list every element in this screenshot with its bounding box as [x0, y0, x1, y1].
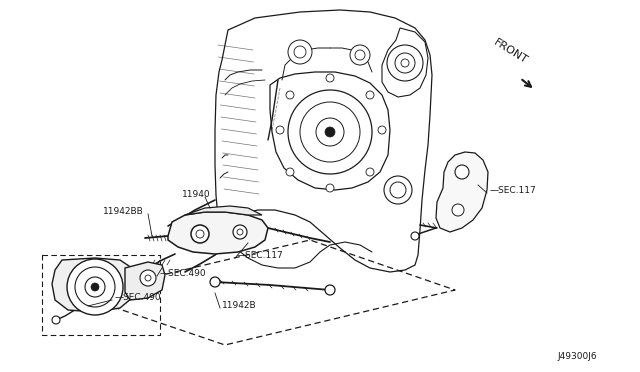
Circle shape — [355, 50, 365, 60]
Text: 11942B: 11942B — [222, 301, 257, 310]
Circle shape — [384, 176, 412, 204]
Circle shape — [191, 225, 209, 243]
Circle shape — [237, 229, 243, 235]
Polygon shape — [215, 10, 432, 272]
Circle shape — [67, 259, 123, 315]
Text: J49300J6: J49300J6 — [557, 352, 596, 361]
Text: FRONT: FRONT — [492, 37, 529, 66]
Polygon shape — [382, 28, 428, 97]
Text: —SEC.490: —SEC.490 — [115, 293, 162, 302]
Polygon shape — [436, 152, 488, 232]
Circle shape — [366, 91, 374, 99]
Circle shape — [288, 90, 372, 174]
Circle shape — [378, 126, 386, 134]
Text: —SEC.117: —SEC.117 — [490, 186, 537, 195]
Text: —SEC.117: —SEC.117 — [237, 251, 284, 260]
Circle shape — [85, 277, 105, 297]
Circle shape — [276, 126, 284, 134]
Circle shape — [411, 232, 419, 240]
Text: —SEC.490: —SEC.490 — [160, 269, 207, 278]
Circle shape — [390, 182, 406, 198]
Circle shape — [288, 40, 312, 64]
Circle shape — [316, 118, 344, 146]
Circle shape — [455, 165, 469, 179]
Circle shape — [210, 277, 220, 287]
Circle shape — [75, 267, 115, 307]
Circle shape — [387, 45, 423, 81]
Text: 11942BB: 11942BB — [103, 207, 144, 216]
Polygon shape — [185, 206, 262, 215]
Circle shape — [325, 285, 335, 295]
Text: 11940: 11940 — [182, 190, 211, 199]
Circle shape — [401, 59, 409, 67]
Circle shape — [326, 184, 334, 192]
Circle shape — [91, 283, 99, 291]
Circle shape — [286, 168, 294, 176]
Polygon shape — [52, 258, 135, 312]
Polygon shape — [125, 262, 165, 300]
Circle shape — [325, 127, 335, 137]
Circle shape — [140, 270, 156, 286]
Circle shape — [233, 225, 247, 239]
Polygon shape — [270, 72, 390, 190]
Circle shape — [366, 168, 374, 176]
Polygon shape — [168, 212, 268, 254]
Circle shape — [350, 45, 370, 65]
Circle shape — [286, 91, 294, 99]
Circle shape — [294, 46, 306, 58]
Circle shape — [300, 102, 360, 162]
Circle shape — [452, 204, 464, 216]
Circle shape — [326, 74, 334, 82]
Circle shape — [395, 53, 415, 73]
Circle shape — [145, 275, 151, 281]
Circle shape — [196, 230, 204, 238]
Circle shape — [52, 316, 60, 324]
